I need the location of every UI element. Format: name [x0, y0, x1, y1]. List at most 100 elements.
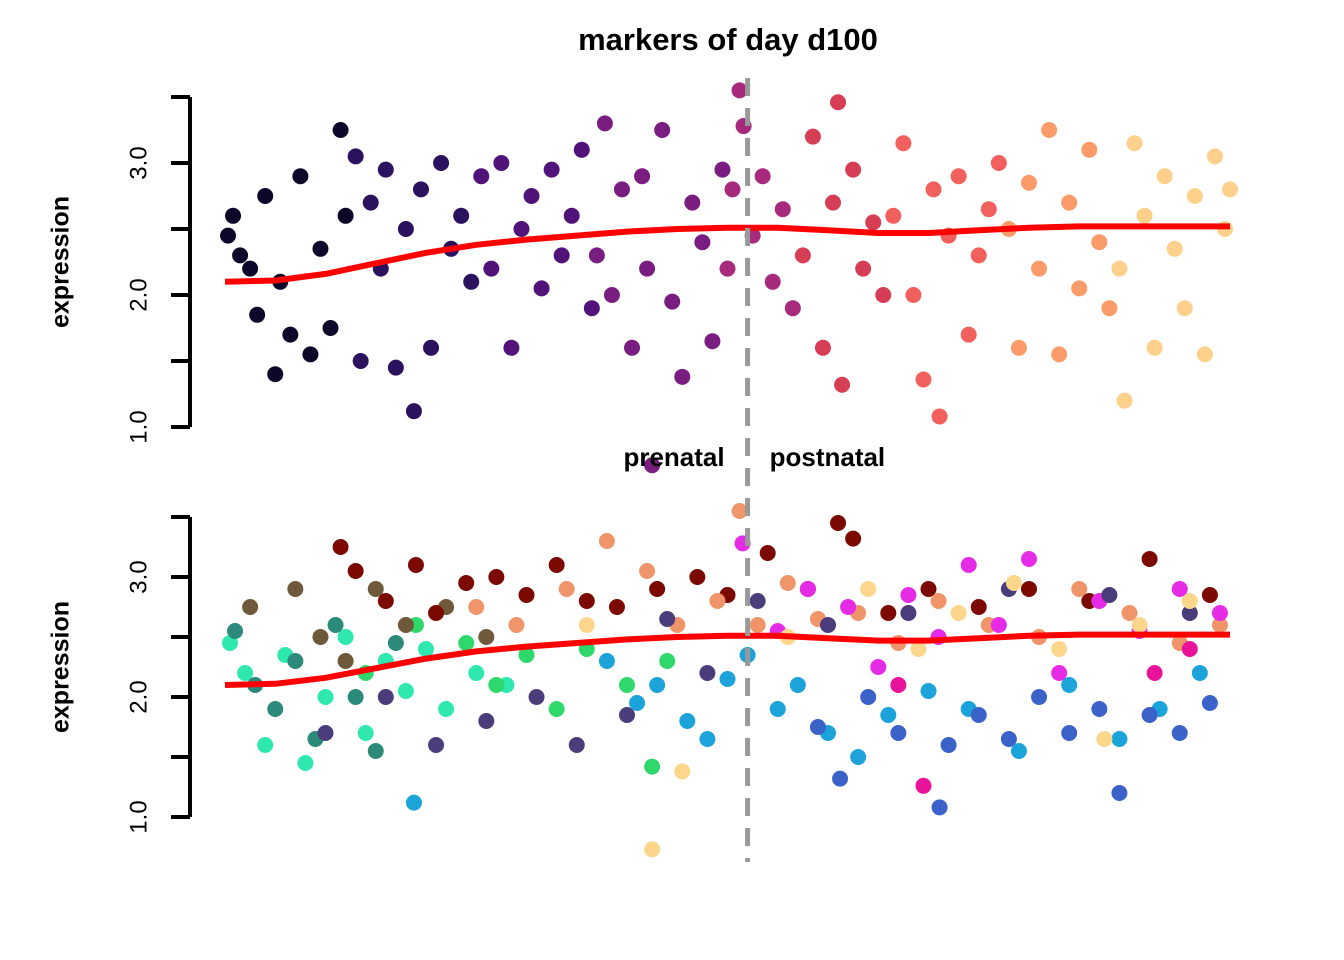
point	[1141, 707, 1158, 723]
point	[865, 214, 882, 231]
point	[347, 689, 364, 705]
point	[1211, 605, 1228, 621]
point	[257, 737, 274, 753]
point	[900, 605, 917, 621]
point	[468, 599, 485, 615]
point	[915, 371, 932, 388]
point	[508, 617, 525, 633]
point	[870, 659, 887, 675]
point	[644, 841, 661, 858]
y-tick-label: 2.0	[125, 680, 152, 713]
point	[895, 135, 912, 152]
point	[1071, 581, 1088, 597]
point	[367, 743, 384, 759]
point	[312, 240, 329, 257]
point	[232, 247, 249, 264]
point	[900, 587, 917, 603]
point	[387, 359, 404, 376]
point	[249, 306, 266, 323]
point	[598, 653, 615, 669]
y-axis-label: expression	[47, 601, 75, 733]
point	[222, 635, 239, 651]
point	[558, 581, 575, 597]
point	[915, 777, 932, 794]
point	[553, 247, 570, 264]
point	[1146, 339, 1163, 356]
point	[1031, 260, 1048, 277]
point	[960, 326, 977, 343]
point	[910, 641, 927, 657]
point	[905, 287, 922, 303]
point	[428, 605, 445, 621]
point	[573, 141, 590, 158]
point	[478, 713, 495, 729]
point	[603, 287, 620, 303]
point	[1111, 785, 1128, 801]
point	[885, 207, 902, 224]
point	[438, 701, 455, 717]
point	[1010, 743, 1027, 759]
point	[1111, 260, 1128, 277]
point	[679, 713, 696, 729]
point	[297, 755, 314, 771]
point	[1021, 581, 1037, 597]
point	[613, 181, 630, 198]
point	[242, 260, 259, 277]
point	[845, 530, 862, 547]
trend-line	[224, 631, 1230, 688]
chart-title: markers of day d100	[578, 22, 878, 57]
point	[1156, 168, 1173, 185]
point	[980, 201, 997, 218]
point	[619, 707, 635, 723]
point	[719, 260, 736, 277]
point	[1021, 174, 1037, 191]
point	[731, 503, 748, 519]
point	[1096, 731, 1113, 747]
point	[1091, 701, 1108, 717]
point	[970, 599, 987, 615]
point	[377, 689, 394, 705]
point	[397, 617, 414, 633]
point	[1222, 181, 1238, 198]
point	[699, 665, 716, 681]
point	[1091, 234, 1108, 251]
point	[890, 725, 907, 741]
point	[930, 593, 947, 609]
point	[287, 581, 304, 597]
point	[397, 221, 414, 237]
point	[362, 194, 379, 211]
point	[227, 623, 244, 639]
point	[1191, 665, 1208, 681]
point	[719, 671, 736, 687]
point	[825, 194, 842, 211]
point	[920, 581, 937, 597]
point	[1196, 346, 1213, 363]
point	[779, 575, 796, 591]
point	[1061, 194, 1078, 211]
point	[225, 207, 242, 224]
point	[1136, 207, 1153, 224]
point	[689, 569, 706, 585]
point	[488, 569, 505, 585]
point	[644, 457, 661, 474]
point	[724, 181, 741, 198]
point	[458, 635, 475, 651]
point	[257, 188, 274, 204]
point	[840, 599, 857, 615]
point	[523, 188, 540, 204]
point	[624, 339, 641, 356]
point	[453, 207, 470, 224]
point	[754, 168, 771, 185]
point	[302, 346, 319, 363]
point	[1101, 300, 1118, 317]
point	[518, 587, 535, 603]
point	[920, 683, 937, 699]
point	[488, 677, 505, 693]
point	[528, 689, 545, 705]
point	[578, 617, 595, 633]
point	[1061, 725, 1078, 741]
point	[347, 563, 364, 579]
point	[960, 557, 977, 573]
point	[880, 707, 897, 723]
point	[1211, 617, 1228, 633]
